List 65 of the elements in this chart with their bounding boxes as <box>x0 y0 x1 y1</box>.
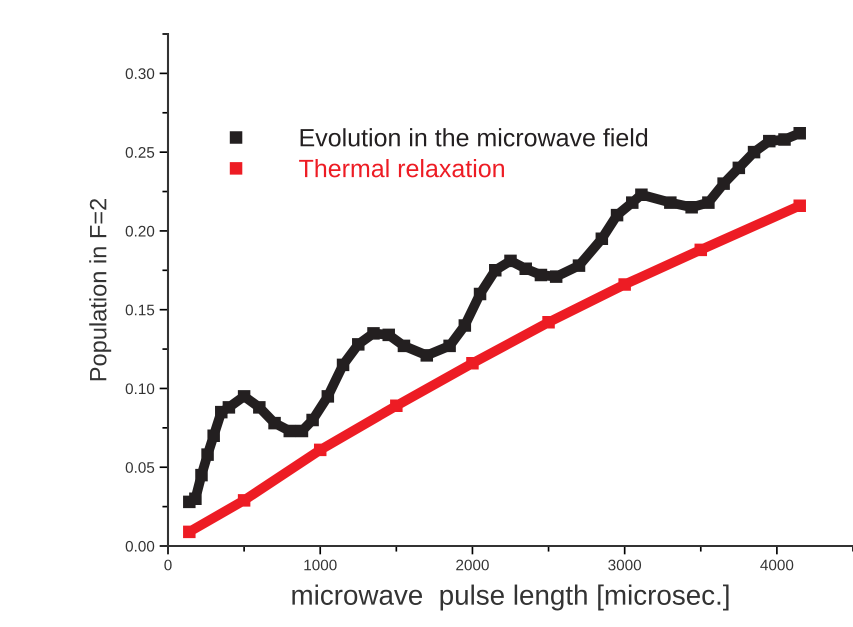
point <box>778 133 791 146</box>
point <box>489 264 502 277</box>
x-tick-label: 3000 <box>608 560 642 570</box>
point <box>443 340 456 352</box>
point <box>474 288 486 300</box>
x-tick-label: 4000 <box>760 560 794 570</box>
point <box>694 244 708 256</box>
y-tick-label: 0.05 <box>126 462 154 473</box>
y-tick-label: 0.30 <box>126 68 154 80</box>
x-tick-label: 1000 <box>304 560 337 570</box>
point <box>534 268 548 282</box>
point <box>201 448 214 461</box>
legend-label: Thermal relaxation <box>299 158 504 178</box>
point <box>390 400 403 412</box>
point <box>626 196 639 209</box>
point <box>306 414 319 426</box>
point <box>635 188 648 201</box>
x-tick-label: 0 <box>164 560 172 570</box>
point <box>466 357 479 370</box>
y-tick-label: 0.25 <box>126 147 154 158</box>
point <box>702 196 715 209</box>
point <box>519 262 532 275</box>
point <box>685 201 698 214</box>
point <box>763 134 776 148</box>
point <box>596 232 608 246</box>
point <box>183 526 196 538</box>
point <box>550 270 562 283</box>
point <box>207 429 220 442</box>
legend-label: Evolution in the microwave field <box>300 128 648 147</box>
point <box>793 199 806 212</box>
point <box>382 328 395 342</box>
point <box>664 196 677 209</box>
point <box>717 177 730 190</box>
point <box>572 259 586 272</box>
point <box>238 494 250 507</box>
point <box>398 340 410 352</box>
point <box>367 327 380 340</box>
point <box>238 390 250 403</box>
point <box>793 127 806 140</box>
point <box>314 444 326 456</box>
y-tick-label: 0.10 <box>126 383 154 394</box>
point <box>618 278 631 291</box>
point <box>420 349 434 362</box>
point <box>732 162 746 174</box>
point <box>352 338 365 351</box>
point <box>284 424 296 438</box>
point <box>748 146 760 158</box>
point <box>253 401 266 414</box>
point <box>458 319 472 332</box>
point <box>189 492 202 505</box>
y-tick-label: 0.00 <box>126 540 154 552</box>
x-tick-label: 2000 <box>456 560 489 570</box>
point <box>322 390 334 403</box>
point <box>336 358 350 372</box>
y-axis-title: Population in F=2 <box>89 198 112 380</box>
y-tick-label: 0.15 <box>126 304 154 316</box>
point <box>195 468 208 482</box>
point <box>268 416 281 430</box>
x-axis-title: microwave pulse length [microsec.] <box>292 584 729 610</box>
y-tick-label: 0.20 <box>126 226 154 237</box>
point <box>296 424 308 438</box>
point <box>610 208 624 222</box>
point <box>222 401 236 414</box>
point <box>504 254 517 268</box>
point <box>542 316 555 329</box>
